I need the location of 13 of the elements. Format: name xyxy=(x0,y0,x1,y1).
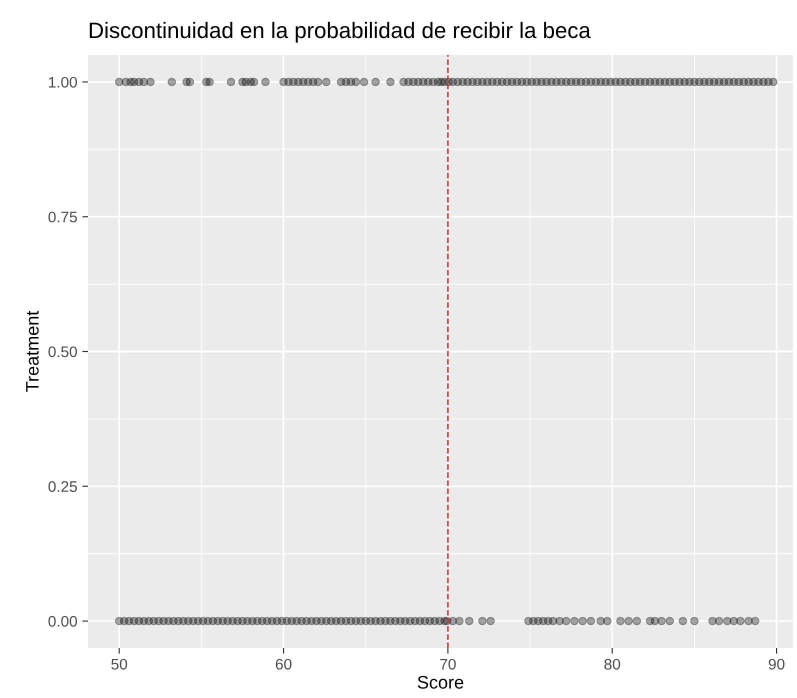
x-tick-label: 60 xyxy=(276,658,292,670)
y-tick-label: 0.00 xyxy=(48,616,77,627)
y-tick-label: 1.00 xyxy=(49,76,77,88)
y-tick-label: 0.50 xyxy=(48,346,77,358)
x-tick-label: 90 xyxy=(768,658,784,670)
y-axis-title: Treatment xyxy=(26,310,39,392)
y-tick-label: 0.75 xyxy=(48,212,77,222)
x-axis-title: Score xyxy=(418,676,464,689)
x-tick-label: 50 xyxy=(111,658,128,670)
y-tick-label: 0.25 xyxy=(48,481,77,492)
x-tick-label: 80 xyxy=(604,658,620,670)
chart-title: Discontinuidad en la probabilidad de recibir la beca xyxy=(90,22,591,43)
x-tick-label: 70 xyxy=(440,658,456,670)
